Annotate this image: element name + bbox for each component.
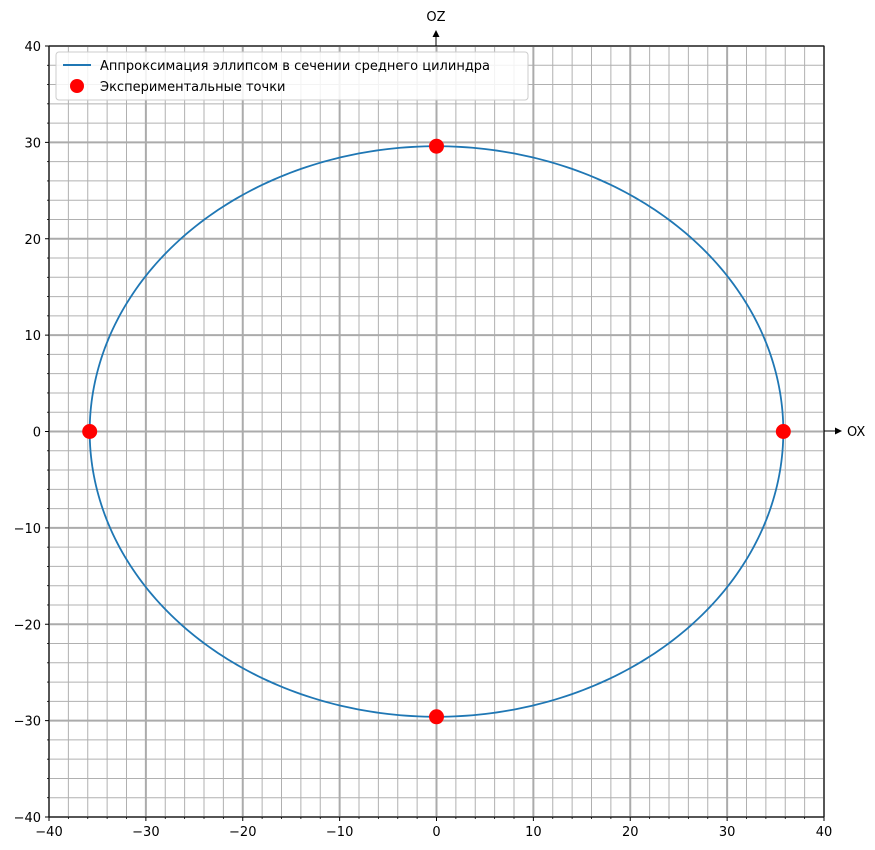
- x-tick-label: 0: [432, 825, 440, 840]
- experimental-point: [429, 138, 444, 154]
- legend-box: [55, 51, 529, 101]
- x-tick-label: 10: [525, 825, 542, 840]
- tick-labels: −40 −30 −20 −10 0 10 20 30 40 −40 −30 −20 −10 0 10 20 30…: [14, 40, 833, 840]
- ox-axis-label: OX: [847, 425, 865, 440]
- plot-frame: [48, 45, 825, 818]
- y-tick-label: 40: [24, 40, 41, 55]
- ox-arrowhead: [835, 427, 842, 435]
- legend-points-swatch: [70, 79, 84, 93]
- experimental-point: [429, 709, 444, 725]
- x-tick-label: −20: [229, 825, 256, 840]
- legend: Аппроксимация эллипсом в сечении среднег…: [55, 51, 529, 101]
- y-tick-label: −10: [14, 522, 41, 537]
- x-tick-label: 30: [719, 825, 736, 840]
- oz-axis-label: OZ: [426, 10, 445, 25]
- x-tick-label: −30: [132, 825, 159, 840]
- legend-ellipse-label: Аппроксимация эллипсом в сечении среднег…: [100, 59, 490, 74]
- y-tick-label: −30: [14, 715, 41, 730]
- x-tick-label: −40: [35, 825, 62, 840]
- oz-arrowhead: [432, 30, 440, 37]
- y-tick-label: 0: [33, 426, 41, 441]
- axis-arrows: OX OZ: [426, 10, 865, 440]
- legend-points-label: Экспериментальные точки: [100, 80, 286, 95]
- y-tick-label: 10: [24, 329, 41, 344]
- y-tick-label: −40: [14, 811, 41, 826]
- y-tick-label: 20: [24, 233, 41, 248]
- y-tick-label: −20: [14, 618, 41, 633]
- experimental-point: [82, 424, 98, 439]
- x-tick-label: −10: [326, 825, 353, 840]
- x-tick-label: 20: [622, 825, 639, 840]
- x-tick-label: 40: [816, 825, 833, 840]
- y-tick-label: 30: [24, 136, 41, 151]
- experimental-point: [775, 424, 791, 439]
- series-layer: [82, 138, 791, 725]
